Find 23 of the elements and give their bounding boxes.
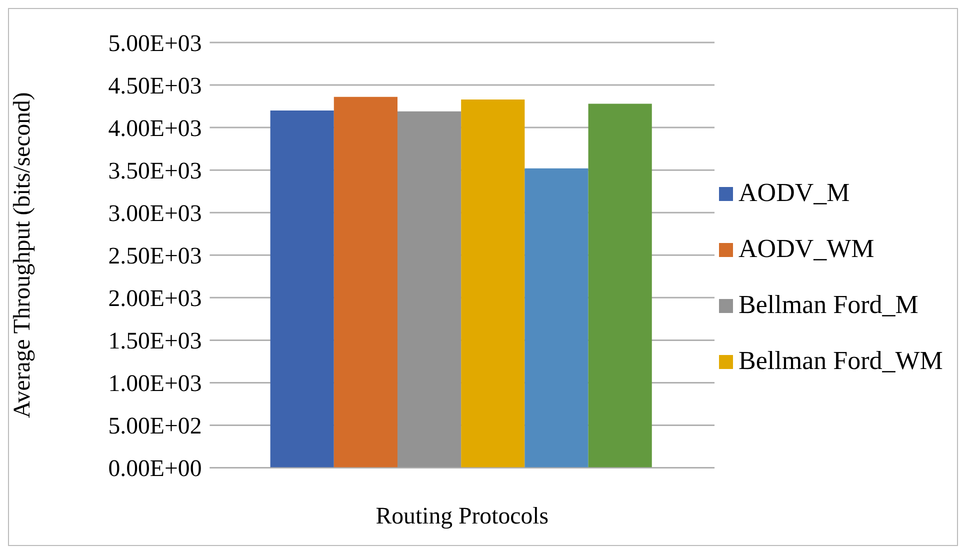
- y-tick-label: 4.00E+03: [108, 116, 202, 142]
- x-axis-title: Routing Protocols: [376, 503, 549, 530]
- legend-label: Bellman Ford_M: [738, 290, 920, 320]
- y-tick-label: 3.50E+03: [108, 158, 202, 185]
- y-tick-label: 0.00E+00: [108, 456, 202, 482]
- y-tick-label: 5.00E+02: [108, 414, 202, 440]
- bar: [270, 110, 334, 468]
- y-tick-label: 2.50E+03: [108, 244, 202, 270]
- y-tick-label: 1.00E+03: [108, 371, 202, 398]
- y-tick-label: 5.00E+03: [108, 30, 202, 57]
- legend-label: AODV_M: [738, 178, 851, 208]
- bar: [588, 104, 652, 468]
- legend-label: Bellman Ford_WM: [738, 346, 944, 376]
- bar: [397, 111, 462, 468]
- y-tick-label: 1.50E+03: [108, 328, 202, 355]
- y-axis-title: Average Throughput (bits/second): [9, 92, 36, 418]
- legend-label: AODV_WM: [738, 234, 876, 264]
- bar: [461, 99, 525, 468]
- y-tick-label: 2.00E+03: [108, 286, 202, 312]
- y-tick-label: 3.00E+03: [108, 201, 202, 228]
- bar: [524, 168, 588, 468]
- y-tick-label: 4.50E+03: [108, 73, 202, 100]
- bar: [334, 96, 398, 468]
